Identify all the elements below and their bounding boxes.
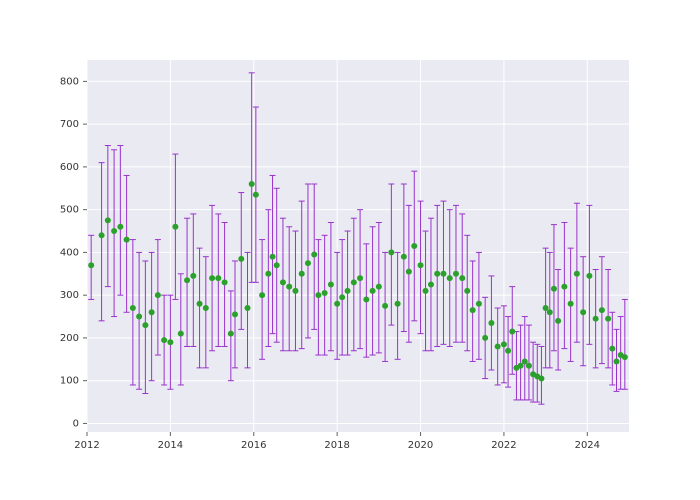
y-tick-label: 300 (60, 290, 79, 301)
y-tick-label: 0 (73, 418, 79, 429)
y-tick-label: 100 (60, 376, 79, 387)
y-tick-label: 400 (60, 247, 79, 258)
x-tick-label: 2016 (241, 440, 266, 451)
x-tick-label: 2014 (158, 440, 183, 451)
x-tick-label: 2018 (324, 440, 349, 451)
y-tick-label: 700 (60, 119, 79, 130)
plot-area (87, 60, 629, 432)
y-tick-label: 200 (60, 333, 79, 344)
x-tick-label: 2012 (74, 440, 99, 451)
errorbar-chart: 2012 2014 2016 2018 2020 2022 2024 0 100 200 300 40… (0, 0, 700, 500)
y-tick-label: 600 (60, 162, 79, 173)
x-tick-label: 2024 (575, 440, 600, 451)
x-tick-label: 2020 (408, 440, 433, 451)
chart-container: 2012 2014 2016 2018 2020 2022 2024 0 100 200 300 40… (0, 0, 700, 500)
y-tick-label: 800 (60, 76, 79, 87)
x-tick-label: 2022 (491, 440, 516, 451)
y-tick-label: 500 (60, 205, 79, 216)
